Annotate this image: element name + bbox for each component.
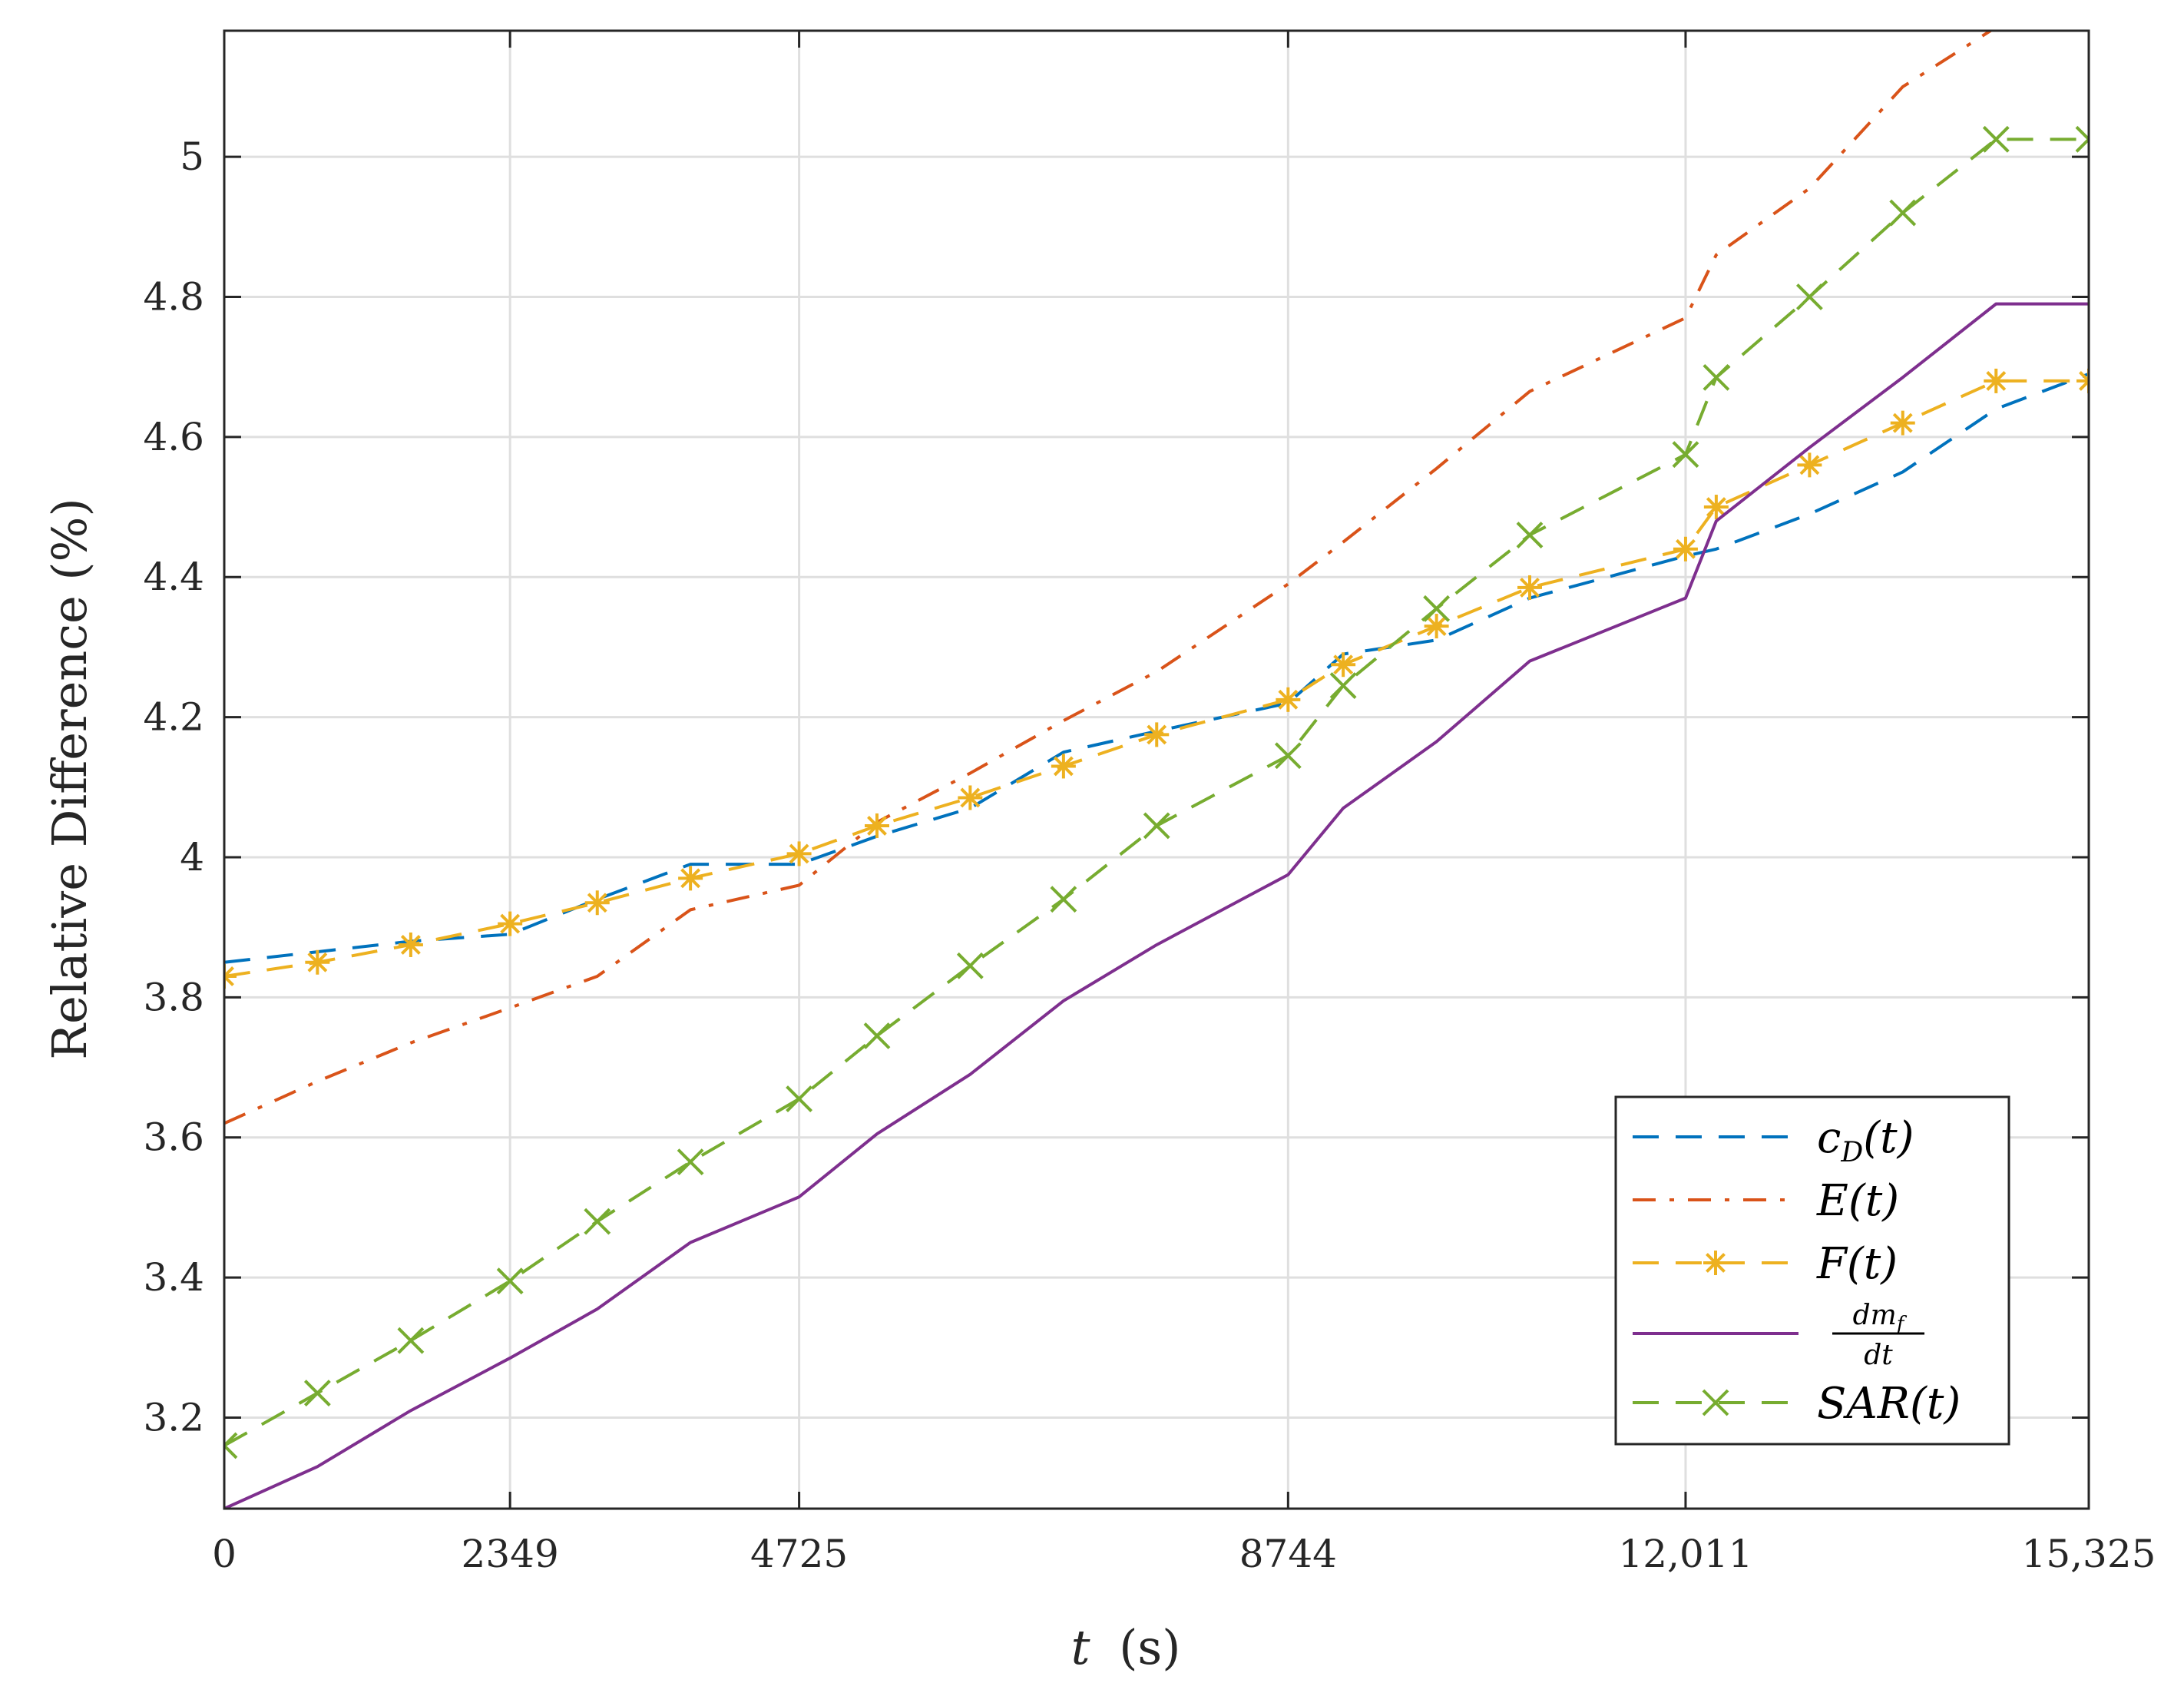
- data-point-f-t: [678, 866, 703, 891]
- series-line-e-t: [224, 31, 2089, 1125]
- data-point-f-t: [958, 785, 983, 810]
- data-point-f-t: [305, 949, 330, 975]
- legend-item-e-t: E(t): [1633, 1176, 1899, 1226]
- x-axis-variable: t: [1071, 1619, 1090, 1675]
- x-axis-unit: (s): [1119, 1619, 1180, 1675]
- data-point-sar-t: [1982, 125, 2010, 153]
- legend-label: SAR(t): [1817, 1379, 1961, 1429]
- data-point-f-t: [398, 932, 423, 957]
- data-point-f-t: [2076, 368, 2089, 393]
- data-point-sar-t: [786, 1085, 813, 1112]
- data-point-f-t: [864, 813, 889, 838]
- data-point-f-t: [1424, 614, 1449, 639]
- y-tick-label: 3.4: [143, 1255, 204, 1300]
- series-line-dm-f-dt: [224, 302, 2089, 1509]
- data-point-f-t: [1703, 495, 1729, 520]
- legend-label-denominator: dt: [1864, 1340, 1893, 1371]
- tick-labels: 0 2349 4725 8744 12,011 15,325 3.2 3.4 3.6 3.8 4 4.…: [143, 134, 2156, 1576]
- x-tick-label: 0: [212, 1532, 237, 1576]
- data-point-f-t: [1276, 687, 1301, 712]
- legend-marker: [1703, 1251, 1728, 1275]
- x-tick-label: 12,011: [1618, 1532, 1752, 1576]
- legend-label: F(t): [1816, 1239, 1898, 1289]
- y-tick-label: 4.6: [143, 415, 204, 459]
- legend-box: [1614, 1095, 2010, 1446]
- series-dm-f-dt: [224, 302, 2089, 1509]
- series-group: [224, 31, 2089, 1509]
- data-point-sar-t: [2075, 125, 2089, 153]
- data-point-sar-t: [1423, 595, 1451, 622]
- legend-item-f-t: F(t): [1633, 1239, 1898, 1289]
- x-tick-label: 8744: [1239, 1532, 1337, 1576]
- series-c-d-t: [224, 372, 2089, 964]
- data-point-f-t: [786, 841, 812, 866]
- data-point-sar-t: [863, 1022, 891, 1049]
- data-point-sar-t: [1274, 742, 1302, 770]
- data-point-sar-t: [303, 1380, 331, 1406]
- series-line-c-d-t: [224, 372, 2089, 964]
- data-point-f-t: [1331, 652, 1356, 678]
- data-point-f-t: [1673, 536, 1698, 562]
- x-tick-label: 15,325: [2022, 1532, 2156, 1576]
- data-point-f-t: [1144, 722, 1170, 747]
- x-tick-label: 2349: [462, 1532, 559, 1576]
- data-point-sar-t: [1672, 441, 1699, 469]
- y-tick-label: 4.2: [143, 695, 204, 740]
- y-tick-label: 4.4: [143, 555, 204, 599]
- legend-item-sar-t: SAR(t): [1633, 1379, 1961, 1429]
- y-tick-label: 3.2: [143, 1395, 204, 1440]
- legend-marker: [1702, 1389, 1729, 1416]
- x-tick-label: 4725: [750, 1532, 848, 1576]
- legend-label: cD(t): [1817, 1113, 1914, 1168]
- series-sar-t: [224, 125, 2089, 1459]
- data-point-sar-t: [1795, 283, 1823, 310]
- y-tick-label: 5: [180, 134, 204, 179]
- data-point-sar-t: [1889, 199, 1917, 227]
- legend-label: E(t): [1816, 1176, 1899, 1226]
- data-point-f-t: [1797, 452, 1822, 478]
- series-e-t: [224, 31, 2089, 1125]
- data-point-f-t: [498, 911, 523, 936]
- legend-item-c-d-t: cD(t): [1633, 1113, 1914, 1168]
- data-point-sar-t: [397, 1327, 425, 1354]
- y-tick-label: 3.6: [143, 1115, 204, 1160]
- data-point-f-t: [1890, 410, 1915, 436]
- data-point-f-t: [224, 963, 237, 989]
- data-point-sar-t: [1143, 812, 1170, 840]
- data-point-sar-t: [677, 1148, 704, 1176]
- axes: [223, 29, 2090, 1510]
- data-point-f-t: [584, 890, 610, 916]
- data-point-sar-t: [496, 1267, 524, 1295]
- data-point-sar-t: [584, 1208, 611, 1235]
- y-tick-label: 3.8: [143, 975, 204, 1019]
- data-point-sar-t: [1516, 522, 1544, 548]
- y-axis-title: Relative Difference (%): [41, 498, 98, 1059]
- axes-box: [223, 29, 2090, 1510]
- series-f-t: [224, 368, 2089, 989]
- data-point-f-t: [1984, 368, 2009, 393]
- x-axis-title: t (s): [1071, 1619, 1181, 1675]
- data-point-sar-t: [224, 1432, 238, 1459]
- y-tick-label: 4.8: [143, 275, 204, 320]
- data-point-f-t: [1517, 575, 1542, 600]
- y-tick-label: 4: [180, 835, 204, 880]
- data-point-sar-t: [1050, 886, 1077, 913]
- data-point-f-t: [1051, 754, 1076, 779]
- data-point-sar-t: [1329, 672, 1357, 699]
- data-point-sar-t: [956, 952, 984, 979]
- data-point-sar-t: [1703, 363, 1730, 391]
